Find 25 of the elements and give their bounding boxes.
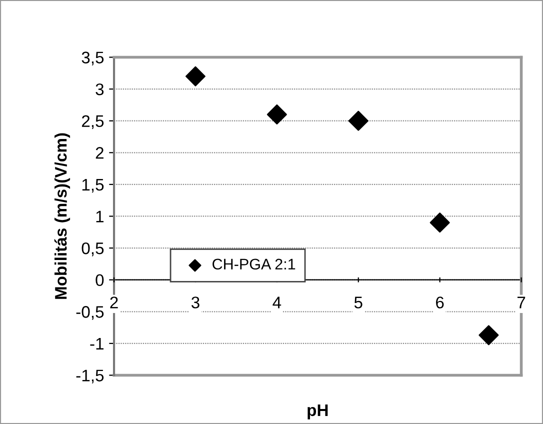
y-tick-label: -1,5 [76,370,104,384]
y-tick-label: 0 [96,274,104,286]
x-tick-label: 7 [518,296,526,308]
point [266,104,287,124]
x-tick-label: 4 [272,296,282,308]
x-axis-title: pH [308,404,328,420]
point [430,212,450,233]
y-tick-label: -1 [90,338,104,350]
point [348,110,368,131]
y-tick-label: -0,5 [76,306,104,320]
y-tick-label: 3,5 [82,52,104,66]
y-tick-label: 1,5 [82,179,104,193]
y-tick-label: 0,5 [82,242,104,256]
x-tick-label: 3 [191,296,200,308]
x-tick-label: 5 [354,296,362,308]
x-tick-label: 2 [110,296,118,308]
y-tick-label: 2 [96,147,104,159]
point [478,325,499,346]
y-tick-label: 2,5 [82,115,104,130]
y-axis-title: Mobilitás (m/s)(V/cm) [54,133,70,299]
legend-label: CH-PGA 2:1 [212,258,296,270]
point [185,66,206,86]
x-tick-label: 6 [436,296,444,308]
y-tick-label: 3 [96,83,104,96]
y-tick-label: 1 [96,210,104,222]
